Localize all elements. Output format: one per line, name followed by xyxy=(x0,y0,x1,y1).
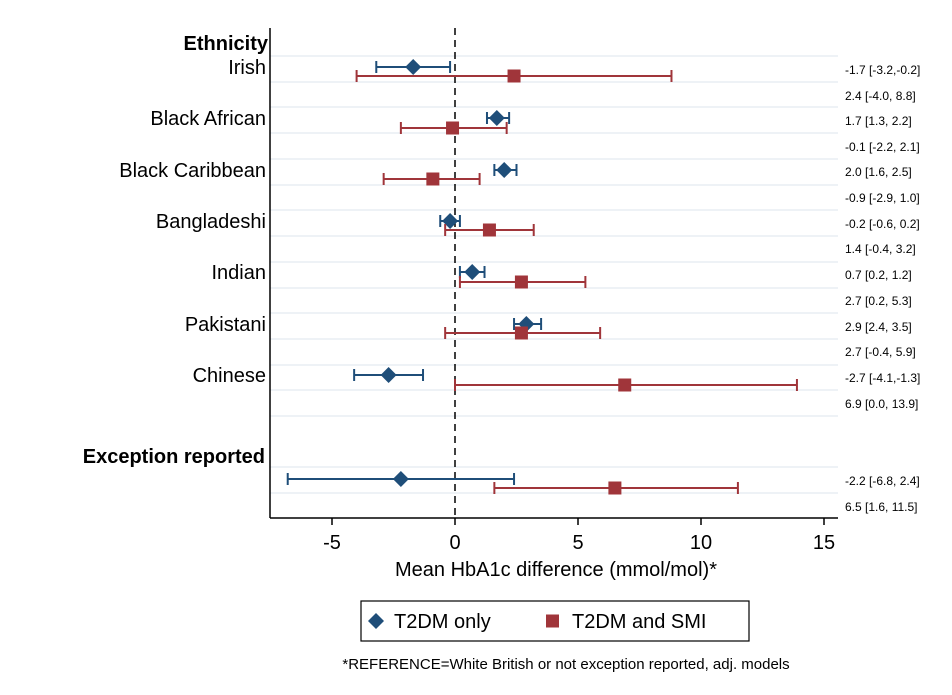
legend-label: T2DM and SMI xyxy=(572,611,706,633)
section-heading: Ethnicity xyxy=(184,33,269,55)
point-estimate-square xyxy=(446,121,460,135)
group-label: Bangladeshi xyxy=(156,211,266,233)
x-axis-title: Mean HbA1c difference (mmol/mol)* xyxy=(395,559,717,581)
ci-value-label: 2.7 [0.2, 5.3] xyxy=(845,294,912,308)
ci-value-label: -1.7 [-3.2,-0.2] xyxy=(845,63,920,77)
ci-value-label: 1.7 [1.3, 2.2] xyxy=(845,114,912,128)
point-estimate-square xyxy=(482,223,496,237)
ci-value-label: 2.0 [1.6, 2.5] xyxy=(845,165,912,179)
x-tick-label: 10 xyxy=(690,532,712,554)
gridlines xyxy=(270,55,838,494)
legend-square-icon xyxy=(546,614,559,628)
ci-value-label: 2.4 [-4.0, 8.8] xyxy=(845,89,916,103)
ci-value-label: 6.9 [0.0, 13.9] xyxy=(845,397,918,411)
x-tick-label: -5 xyxy=(323,532,341,554)
ci-value-label: -0.9 [-2.9, 1.0] xyxy=(845,191,920,205)
ci-value-label: 0.7 [0.2, 1.2] xyxy=(845,268,912,282)
ci-value-label: -0.1 [-2.2, 2.1] xyxy=(845,140,920,154)
legend-label: T2DM only xyxy=(394,611,491,633)
ci-value-label: 2.7 [-0.4, 5.9] xyxy=(845,345,916,359)
ci-value-label: -0.2 [-0.6, 0.2] xyxy=(845,217,920,231)
section-heading: Exception reported xyxy=(83,446,265,468)
point-estimate-diamond xyxy=(496,162,513,178)
group-label: Pakistani xyxy=(185,314,266,336)
text-labels: Ethnicity Exception reported Irish Black Af… xyxy=(83,33,921,514)
ci-value-label: 2.9 [2.4, 3.5] xyxy=(845,320,912,334)
ci-value-label: -2.7 [-4.1,-1.3] xyxy=(845,371,920,385)
axes: -5 0 5 10 15 Mean HbA1c difference (mmol/mol)… xyxy=(269,28,838,581)
point-estimate-diamond xyxy=(392,471,409,487)
x-tick-label: 0 xyxy=(449,532,460,554)
legend-diamond-icon xyxy=(368,613,384,629)
x-tick-label: 5 xyxy=(572,532,583,554)
point-estimate-diamond xyxy=(380,367,397,383)
ci-value-label: -2.2 [-6.8, 2.4] xyxy=(845,474,920,488)
legend: T2DM only T2DM and SMI *REFERENCE=White Br… xyxy=(342,600,790,673)
ci-value-label: 6.5 [1.6, 11.5] xyxy=(845,500,918,514)
point-estimate-diamond xyxy=(464,264,481,280)
group-label: Indian xyxy=(212,262,267,284)
x-tick-label: 15 xyxy=(813,532,835,554)
point-estimate-diamond xyxy=(488,110,505,126)
data-marks xyxy=(286,59,798,495)
point-estimate-square xyxy=(514,275,528,289)
point-estimate-square xyxy=(426,172,440,186)
group-label: Chinese xyxy=(193,365,266,387)
point-estimate-diamond xyxy=(405,59,422,75)
group-label: Black Caribbean xyxy=(119,160,266,182)
point-estimate-square xyxy=(514,326,528,340)
point-estimate-square xyxy=(618,378,632,392)
group-label: Irish xyxy=(228,57,266,79)
ci-value-label: 1.4 [-0.4, 3.2] xyxy=(845,242,916,256)
footnote: *REFERENCE=White British or not exceptio… xyxy=(342,656,789,673)
point-estimate-square xyxy=(608,481,622,495)
point-estimate-square xyxy=(507,69,521,83)
group-label: Black African xyxy=(150,108,266,130)
